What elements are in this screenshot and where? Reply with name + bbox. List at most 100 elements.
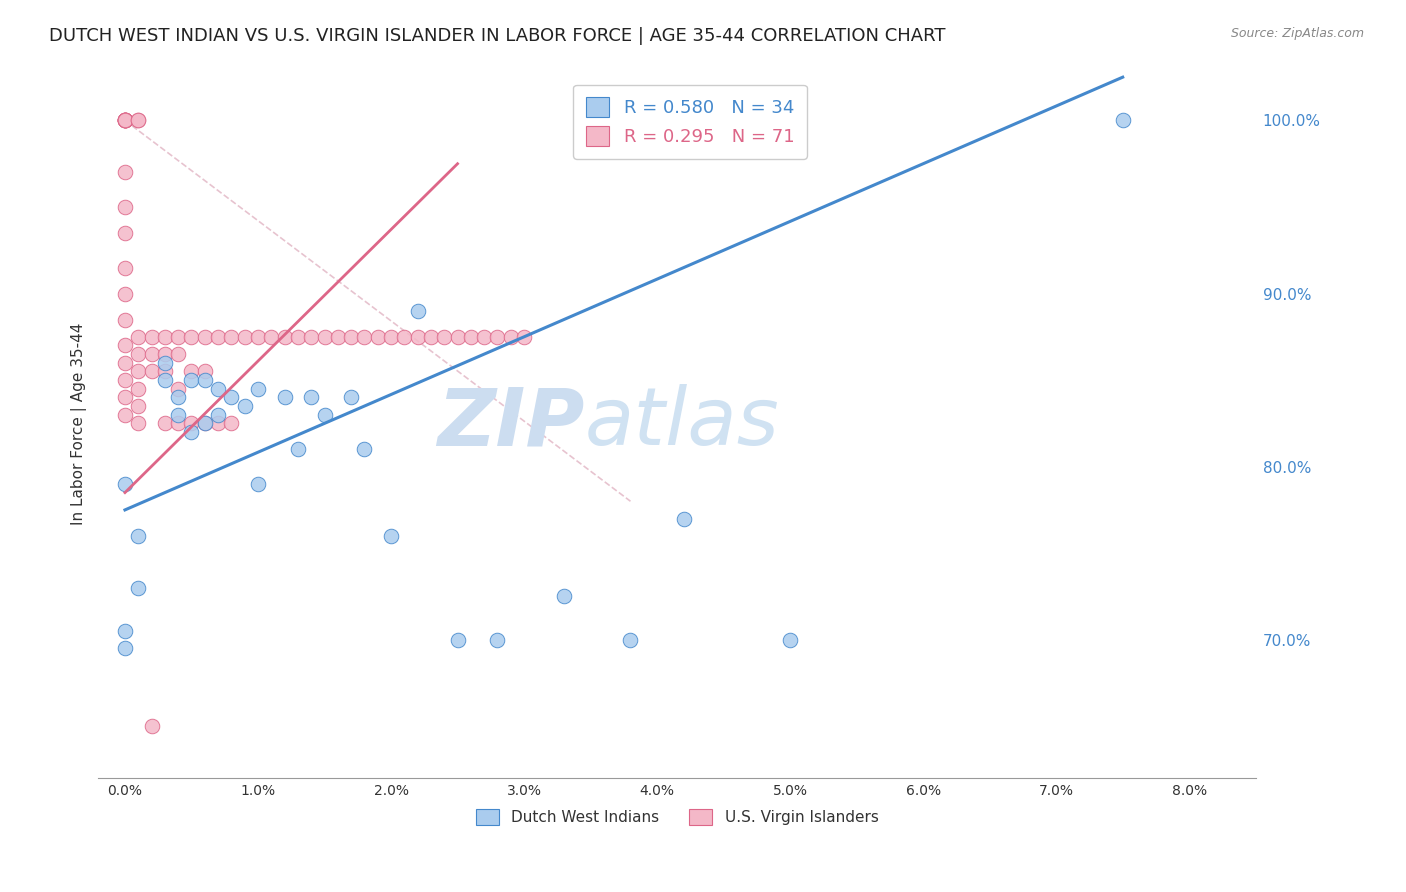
Point: [221, 391, 243, 405]
Point: [180, 373, 202, 387]
Point: [114, 113, 136, 128]
Point: [127, 347, 149, 361]
Point: [114, 113, 136, 128]
Point: [114, 113, 136, 128]
Point: [194, 364, 217, 378]
Point: [141, 719, 163, 733]
Point: [180, 417, 202, 431]
Point: [167, 382, 190, 396]
Point: [114, 338, 136, 352]
Point: [114, 641, 136, 656]
Point: [314, 408, 336, 422]
Point: [233, 399, 256, 413]
Point: [180, 364, 202, 378]
Point: [260, 330, 283, 344]
Point: [114, 260, 136, 275]
Point: [127, 364, 149, 378]
Point: [114, 286, 136, 301]
Point: [499, 330, 522, 344]
Point: [114, 408, 136, 422]
Point: [380, 330, 402, 344]
Point: [114, 373, 136, 387]
Point: [273, 391, 295, 405]
Point: [406, 330, 429, 344]
Point: [141, 330, 163, 344]
Text: DUTCH WEST INDIAN VS U.S. VIRGIN ISLANDER IN LABOR FORCE | AGE 35-44 CORRELATION: DUTCH WEST INDIAN VS U.S. VIRGIN ISLANDE…: [49, 27, 946, 45]
Point: [114, 200, 136, 214]
Point: [619, 632, 641, 647]
Point: [153, 356, 176, 370]
Point: [127, 399, 149, 413]
Point: [127, 113, 149, 128]
Point: [246, 382, 269, 396]
Text: Source: ZipAtlas.com: Source: ZipAtlas.com: [1230, 27, 1364, 40]
Point: [353, 330, 375, 344]
Point: [153, 330, 176, 344]
Point: [141, 347, 163, 361]
Point: [127, 417, 149, 431]
Point: [233, 330, 256, 344]
Point: [433, 330, 456, 344]
Point: [127, 113, 149, 128]
Point: [153, 373, 176, 387]
Point: [153, 364, 176, 378]
Point: [394, 330, 416, 344]
Point: [194, 417, 217, 431]
Point: [114, 624, 136, 638]
Point: [194, 330, 217, 344]
Point: [406, 303, 429, 318]
Point: [446, 330, 468, 344]
Point: [221, 330, 243, 344]
Point: [114, 477, 136, 491]
Point: [472, 330, 495, 344]
Point: [127, 529, 149, 543]
Point: [114, 113, 136, 128]
Point: [246, 477, 269, 491]
Point: [180, 330, 202, 344]
Point: [207, 408, 229, 422]
Point: [553, 590, 575, 604]
Point: [779, 632, 801, 647]
Point: [114, 113, 136, 128]
Point: [486, 330, 509, 344]
Point: [326, 330, 349, 344]
Point: [486, 632, 509, 647]
Point: [114, 113, 136, 128]
Point: [167, 347, 190, 361]
Point: [167, 330, 190, 344]
Point: [114, 356, 136, 370]
Point: [180, 425, 202, 439]
Point: [287, 442, 309, 457]
Point: [127, 581, 149, 595]
Point: [194, 373, 217, 387]
Point: [167, 391, 190, 405]
Point: [167, 408, 190, 422]
Point: [153, 417, 176, 431]
Legend: Dutch West Indians, U.S. Virgin Islanders: Dutch West Indians, U.S. Virgin Islander…: [467, 800, 887, 834]
Point: [221, 417, 243, 431]
Point: [380, 529, 402, 543]
Text: atlas: atlas: [585, 384, 779, 462]
Point: [273, 330, 295, 344]
Point: [114, 312, 136, 326]
Point: [153, 347, 176, 361]
Point: [340, 391, 363, 405]
Point: [287, 330, 309, 344]
Point: [127, 382, 149, 396]
Y-axis label: In Labor Force | Age 35-44: In Labor Force | Age 35-44: [72, 322, 87, 524]
Point: [114, 113, 136, 128]
Point: [167, 417, 190, 431]
Point: [114, 391, 136, 405]
Point: [114, 113, 136, 128]
Text: ZIP: ZIP: [437, 384, 585, 462]
Point: [207, 330, 229, 344]
Point: [141, 364, 163, 378]
Point: [460, 330, 482, 344]
Point: [446, 632, 468, 647]
Point: [340, 330, 363, 344]
Point: [299, 391, 322, 405]
Point: [672, 511, 695, 525]
Point: [114, 165, 136, 179]
Point: [1112, 113, 1135, 128]
Point: [114, 226, 136, 240]
